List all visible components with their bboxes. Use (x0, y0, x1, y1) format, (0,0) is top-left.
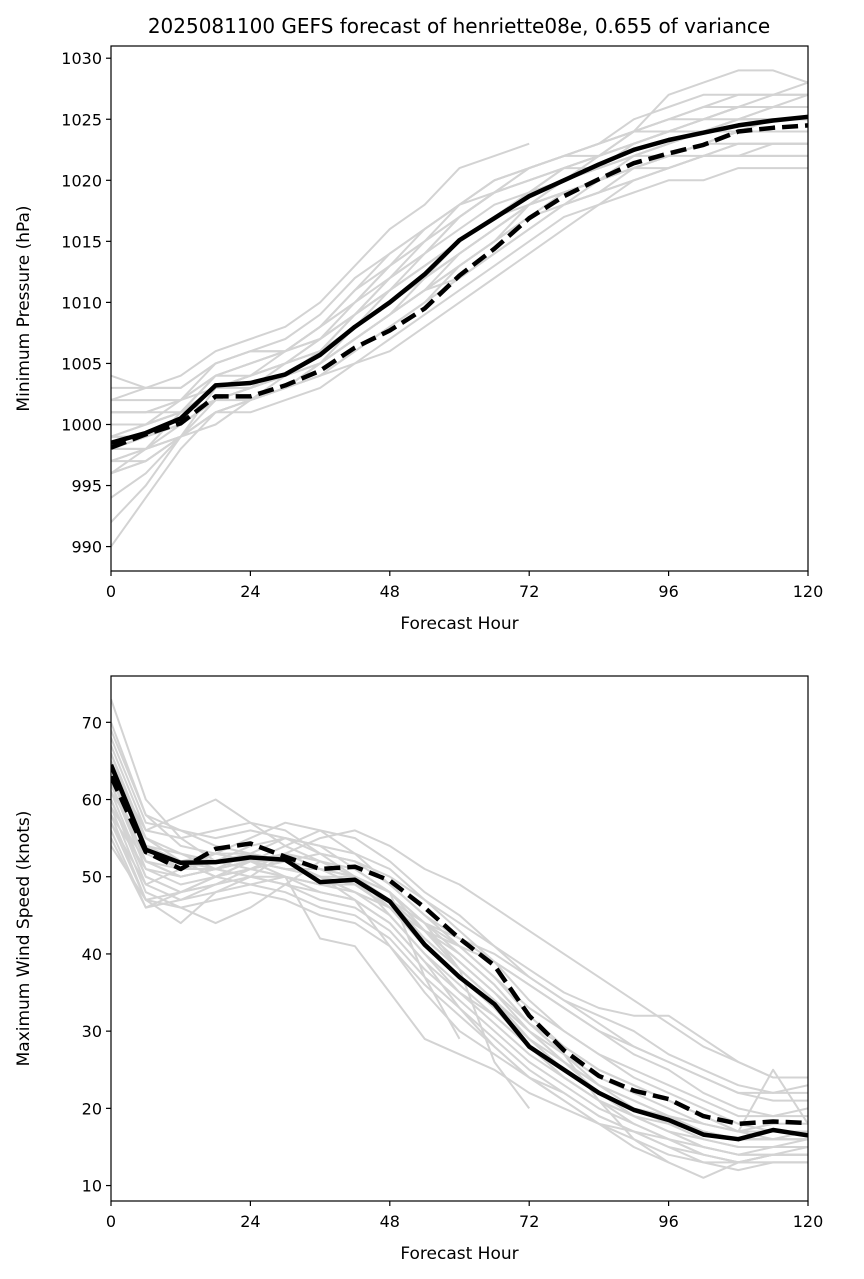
y-tick-label: 1030 (61, 49, 102, 68)
y-tick-label: 70 (82, 713, 102, 732)
y-tick-label: 40 (82, 945, 102, 964)
ensemble-member-line (111, 106, 808, 450)
x-tick-label: 0 (106, 582, 116, 601)
y-tick-label: 1015 (61, 232, 102, 251)
y-tick-label: 20 (82, 1099, 102, 1118)
x-tick-label: 120 (793, 582, 824, 601)
ensemble-member-line (111, 806, 670, 1164)
y-tick-label: 1005 (61, 354, 102, 373)
y-tick-label: 1020 (61, 171, 102, 190)
ensemble-member-line (111, 768, 808, 1141)
solid-mean-line (111, 114, 808, 445)
chart-title: 2025081100 GEFS forecast of henriette08e… (148, 14, 770, 38)
plot-area (111, 69, 808, 548)
axes-frame (110, 45, 809, 572)
dashed-mean-line (111, 775, 808, 1127)
ensemble-member-line (111, 806, 808, 1172)
x-tick-label: 48 (380, 1212, 400, 1231)
ensemble-member-line (111, 822, 808, 1164)
x-tick-label: 96 (658, 582, 678, 601)
dashed-mean-line (111, 123, 808, 450)
plot-area (111, 698, 808, 1179)
y-tick-label: 50 (82, 868, 102, 887)
y-tick-label: 990 (71, 538, 102, 557)
x-tick-label: 0 (106, 1212, 116, 1231)
x-tick-label: 120 (793, 1212, 824, 1231)
x-axis-label: Forecast Hour (400, 614, 518, 634)
x-tick-label: 72 (519, 582, 539, 601)
y-tick-label: 30 (82, 1022, 102, 1041)
x-tick-label: 24 (240, 1212, 260, 1231)
ensemble-member-line (111, 775, 808, 1133)
y-tick-label: 1010 (61, 293, 102, 312)
y-axis-label: Maximum Wind Speed (knots) (14, 811, 34, 1067)
y-tick-label: 1000 (61, 415, 102, 434)
y-tick-label: 995 (71, 477, 102, 496)
x-tick-label: 48 (380, 582, 400, 601)
x-tick-label: 96 (658, 1212, 678, 1231)
ensemble-member-line (111, 142, 530, 402)
y-tick-label: 60 (82, 791, 102, 810)
ensemble-member-line (111, 167, 808, 463)
solid-mean-line (111, 763, 808, 1142)
wind-panel: 0 24 48 72 96 120 10 20 30 40 50 60 70 Forecast Hour M… (14, 675, 824, 1264)
ensemble-member-line (111, 118, 808, 475)
ensemble-member-line (111, 845, 808, 1118)
y-tick-label: 1025 (61, 110, 102, 129)
ensemble-member-line (111, 822, 461, 1040)
ensemble-member-line (111, 768, 808, 1118)
ensemble-member-line (111, 760, 808, 1156)
ensemble-member-line (111, 729, 808, 1079)
ensemble-member-line (111, 69, 808, 475)
y-tick-label: 10 (82, 1177, 102, 1196)
pressure-panel: 0 24 48 72 96 120 990 995 1000 1005 1010 1015 1020 10… (14, 45, 824, 634)
ensemble-member-line (111, 130, 808, 438)
x-tick-label: 24 (240, 582, 260, 601)
axes-frame (110, 675, 809, 1202)
ensemble-member-line (111, 783, 808, 1102)
y-axis-label: Minimum Pressure (hPa) (14, 205, 34, 411)
x-axis-label: Forecast Hour (400, 1244, 518, 1264)
ensemble-member-line (111, 106, 808, 548)
x-tick-label: 72 (519, 1212, 539, 1231)
ensemble-member-line (111, 814, 808, 1179)
ensemble-member-line (111, 814, 808, 1079)
ensemble-member-line (111, 799, 808, 1164)
